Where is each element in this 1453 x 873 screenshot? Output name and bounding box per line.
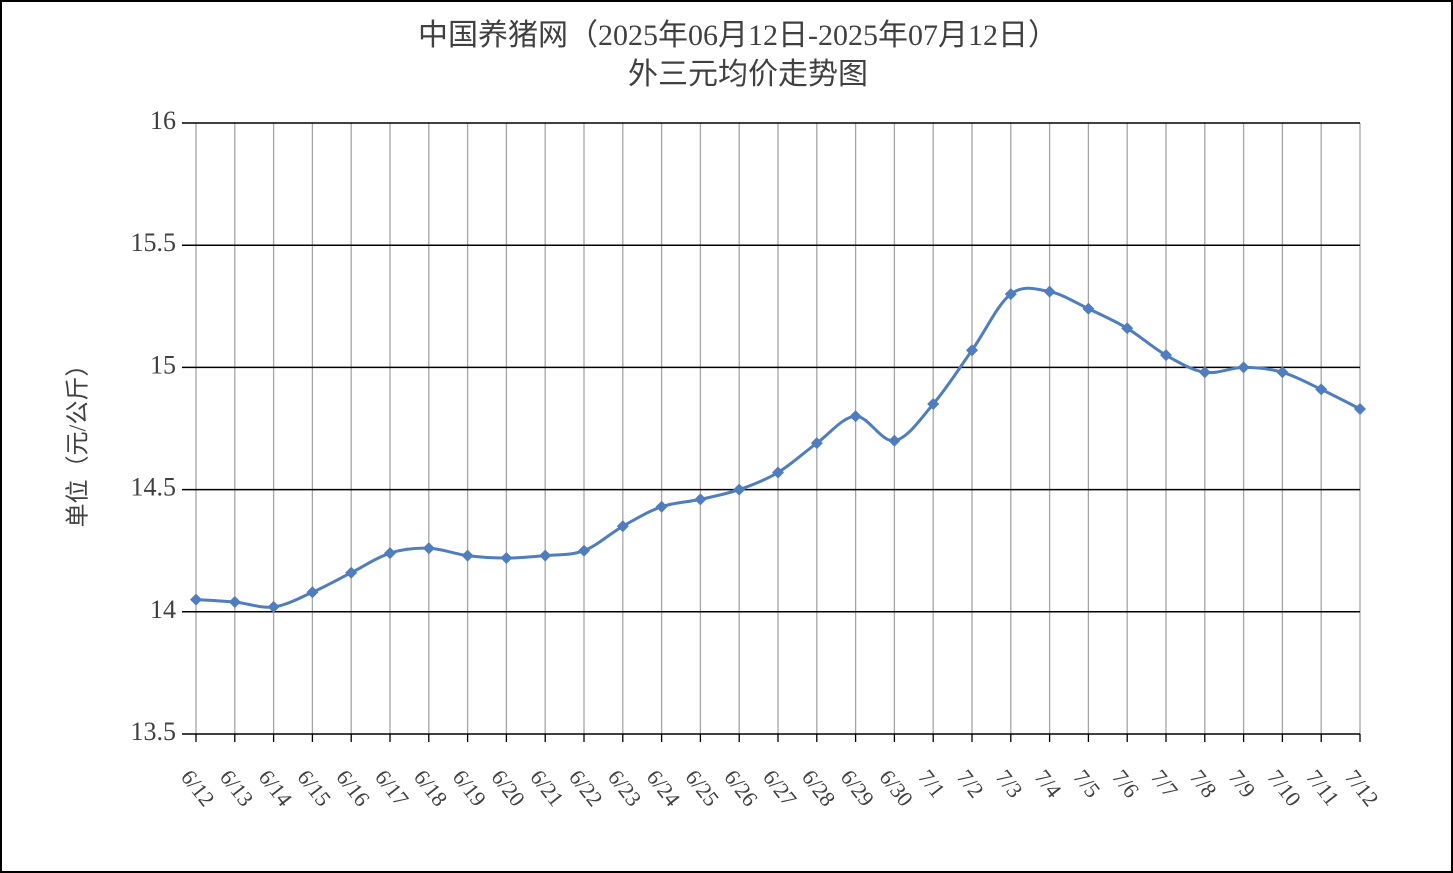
point-marker xyxy=(694,493,707,506)
y-tick-label: 13.5 xyxy=(131,717,177,746)
y-tick-label: 15.5 xyxy=(131,228,177,257)
y-tick-label: 14.5 xyxy=(131,473,177,502)
point-marker xyxy=(345,566,358,579)
point-marker xyxy=(655,500,668,513)
point-marker xyxy=(1082,302,1095,315)
point-marker xyxy=(849,410,862,423)
chart-title: 中国养猪网（2025年06月12日-2025年07月12日） xyxy=(418,19,1058,52)
y-tick-label: 15 xyxy=(150,350,176,379)
point-marker xyxy=(810,437,823,450)
point-marker xyxy=(733,483,746,496)
point-marker xyxy=(1354,402,1366,415)
point-marker xyxy=(1237,361,1250,374)
point-marker xyxy=(461,549,474,562)
point-marker xyxy=(539,549,552,562)
point-marker xyxy=(1004,288,1017,301)
point-marker xyxy=(422,542,435,555)
point-marker xyxy=(1160,349,1172,362)
point-marker xyxy=(267,600,280,613)
point-marker xyxy=(228,596,241,609)
point-marker xyxy=(1043,285,1056,298)
point-marker xyxy=(1276,366,1289,379)
y-tick-label: 14 xyxy=(150,595,176,624)
point-marker xyxy=(927,398,940,411)
point-marker xyxy=(384,547,396,560)
chart-subtitle: 外三元均价走势图 xyxy=(628,58,868,91)
point-marker xyxy=(1121,322,1134,335)
point-marker xyxy=(306,586,319,599)
y-axis-label: 单位（元/公斤） xyxy=(65,353,92,528)
point-marker xyxy=(616,520,629,533)
point-marker xyxy=(578,544,590,557)
point-marker xyxy=(772,466,784,479)
point-marker xyxy=(1315,383,1328,396)
point-marker xyxy=(190,593,202,606)
point-marker xyxy=(888,434,901,447)
point-marker xyxy=(500,552,513,565)
point-marker xyxy=(966,344,978,357)
point-marker xyxy=(1198,366,1211,379)
y-tick-label: 16 xyxy=(150,106,176,135)
